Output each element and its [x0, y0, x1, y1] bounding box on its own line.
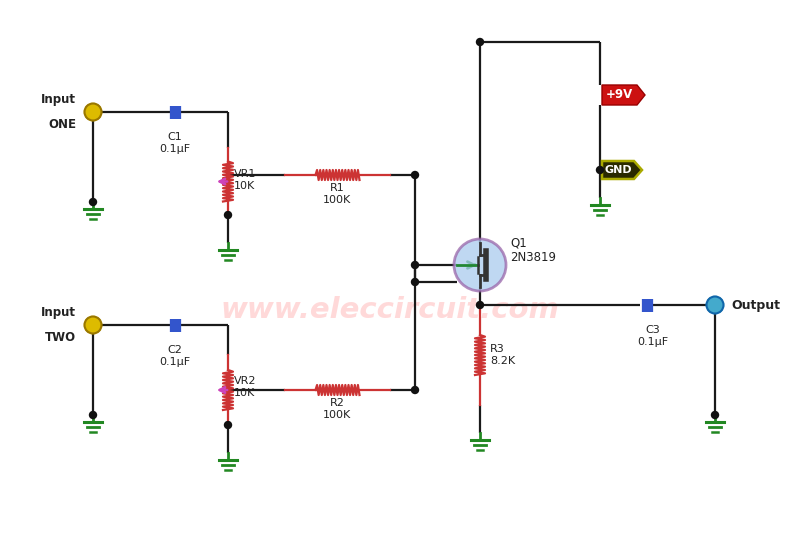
Text: Input: Input	[41, 93, 76, 106]
Circle shape	[85, 104, 102, 120]
Circle shape	[454, 239, 506, 291]
Circle shape	[477, 38, 483, 46]
Text: R2
100K: R2 100K	[323, 398, 351, 419]
Polygon shape	[602, 85, 645, 105]
Text: TWO: TWO	[45, 331, 76, 344]
Circle shape	[597, 166, 603, 173]
Text: GND: GND	[604, 165, 632, 175]
Text: C2
0.1μF: C2 0.1μF	[159, 345, 190, 367]
Circle shape	[225, 422, 231, 429]
Text: C1
0.1μF: C1 0.1μF	[159, 132, 190, 154]
Text: Output: Output	[731, 299, 780, 311]
Circle shape	[411, 261, 418, 268]
Circle shape	[90, 412, 97, 418]
Text: www.eleccircuit.com: www.eleccircuit.com	[221, 296, 559, 324]
Text: Q1
2N3819: Q1 2N3819	[510, 236, 556, 264]
Text: R3
8.2K: R3 8.2K	[490, 344, 515, 366]
Circle shape	[411, 171, 418, 178]
Text: +9V: +9V	[606, 88, 633, 102]
Circle shape	[411, 386, 418, 394]
Text: ONE: ONE	[48, 118, 76, 131]
Circle shape	[85, 317, 102, 333]
Polygon shape	[602, 161, 642, 179]
Circle shape	[90, 199, 97, 205]
Text: VR2
10K: VR2 10K	[234, 376, 257, 398]
Text: Input: Input	[41, 306, 76, 319]
Circle shape	[411, 278, 418, 285]
Circle shape	[711, 412, 718, 418]
Circle shape	[477, 301, 483, 309]
Text: C3
0.1μF: C3 0.1μF	[638, 325, 669, 346]
Text: VR1
10K: VR1 10K	[234, 169, 256, 191]
Circle shape	[225, 211, 231, 219]
Text: R1
100K: R1 100K	[323, 183, 351, 205]
Circle shape	[706, 296, 723, 313]
